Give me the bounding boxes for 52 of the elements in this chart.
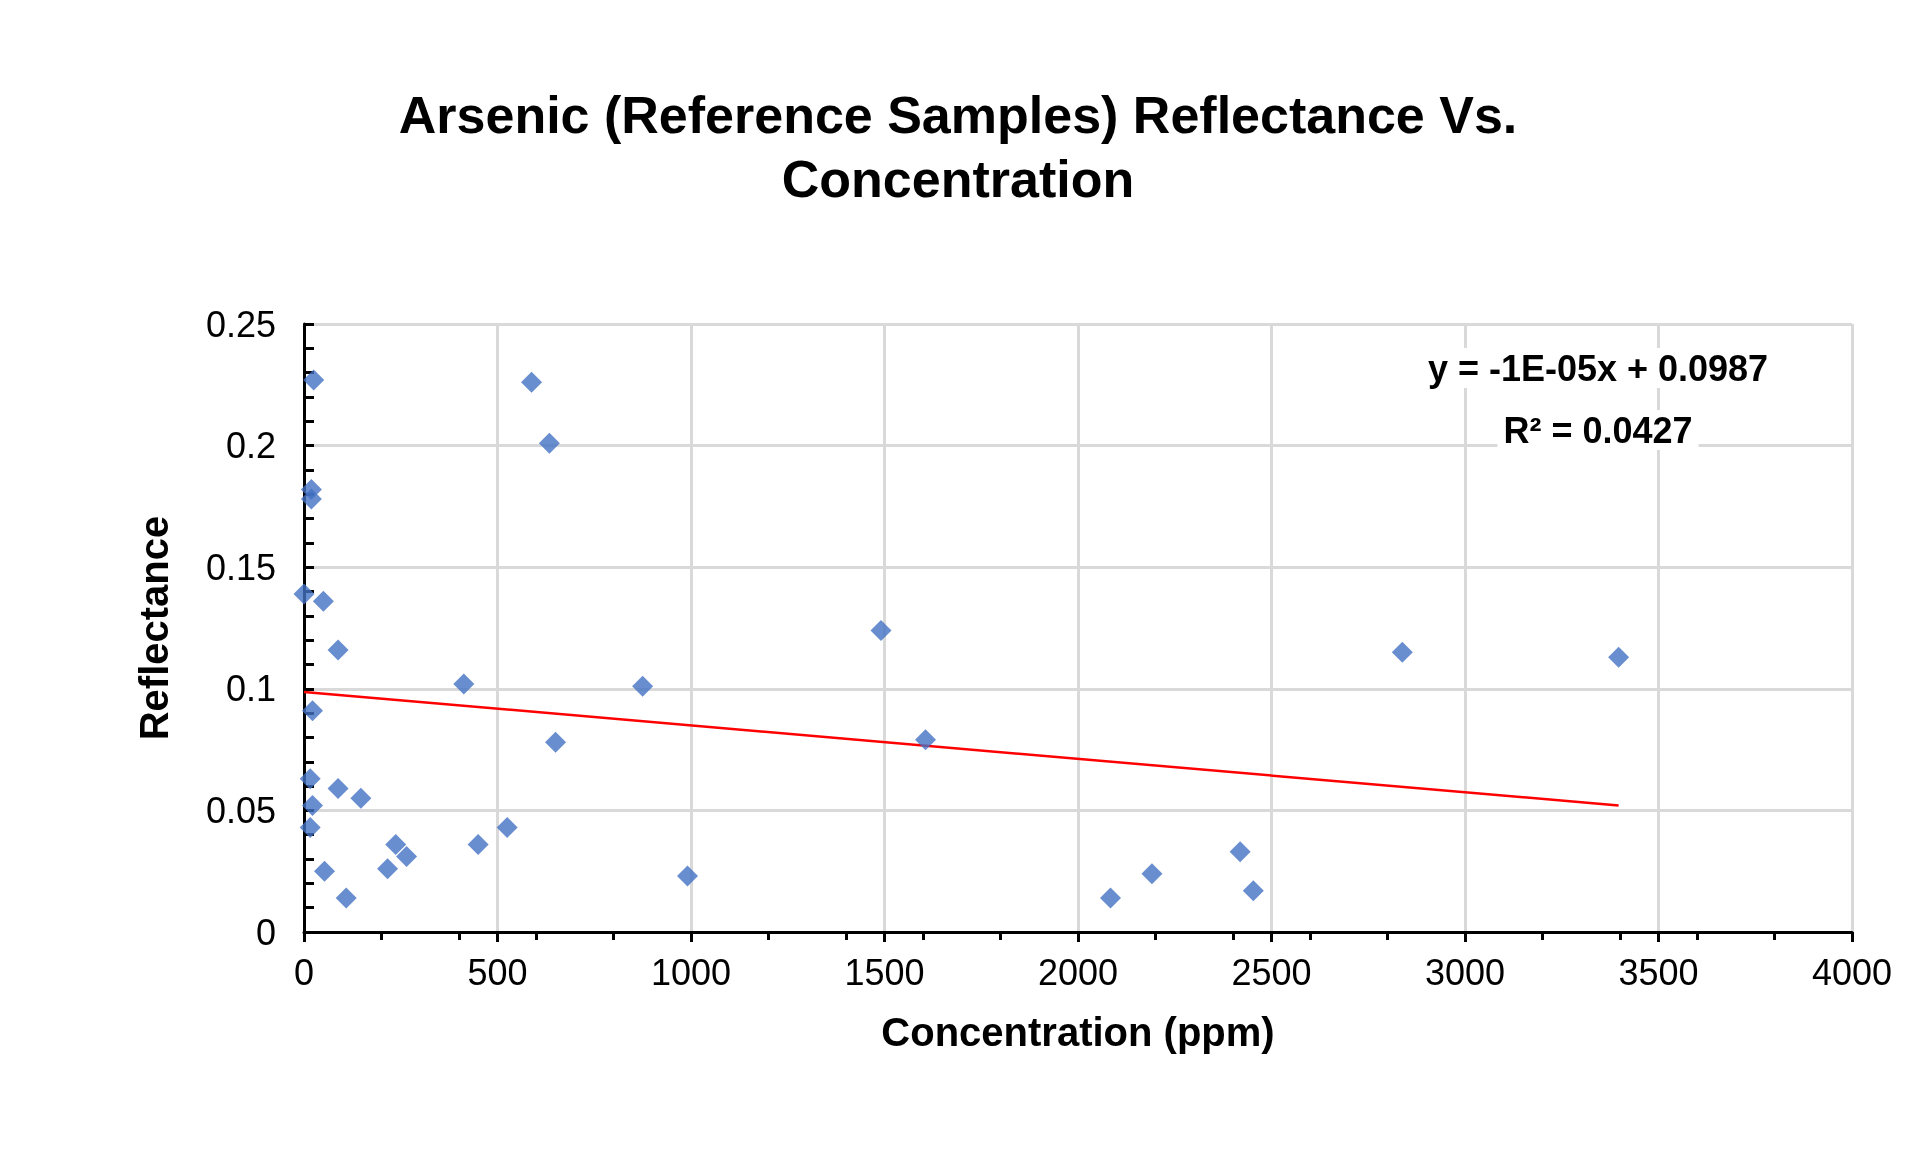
point [496, 816, 518, 838]
point [1229, 841, 1251, 863]
chart-title: Arsenic (Reference Samples) Reflectance Vs. Concentration [398, 86, 1518, 208]
point [521, 371, 543, 393]
x-tick-label: 2500 [1231, 951, 1312, 993]
y-tick-label: 0.1 [225, 668, 276, 710]
x-tick-label: 4000 [1811, 951, 1893, 993]
point [385, 833, 407, 855]
x-tick-label: 500 [467, 951, 528, 993]
point [302, 700, 324, 722]
point [870, 619, 892, 641]
point [677, 865, 699, 887]
annotation: y = -1E-05x + 0.0987 [1427, 347, 1769, 389]
y-tick-label: 0.2 [225, 425, 276, 467]
x-axis-title: Concentration (ppm) [881, 1010, 1275, 1054]
y-tick-label: 0.25 [205, 303, 276, 345]
y-tick-label: 0.15 [205, 546, 276, 588]
x-tick-label: 0 [293, 951, 315, 993]
point [327, 639, 349, 661]
x-tick-label: 3500 [1618, 951, 1699, 993]
point [327, 778, 349, 800]
x-tick-label: 1500 [844, 951, 925, 993]
point [396, 846, 418, 868]
point [538, 432, 560, 454]
point [467, 833, 489, 855]
point [1141, 863, 1163, 885]
x-tick-label: 1000 [650, 951, 732, 993]
point [314, 860, 336, 882]
annotation: R² = 0.0427 [1503, 409, 1693, 451]
point [350, 787, 372, 809]
y-tick-label: 0.05 [205, 789, 276, 831]
point [915, 729, 937, 751]
point [300, 488, 322, 510]
point [1391, 641, 1413, 663]
point [303, 369, 325, 391]
point [1100, 887, 1122, 909]
point [545, 731, 567, 753]
y-tick-label: 0 [255, 911, 276, 953]
point [1242, 880, 1264, 902]
y-axis-title: Reflectance [132, 515, 176, 741]
point [632, 675, 654, 697]
x-tick-label: 3000 [1424, 951, 1506, 993]
point [312, 590, 334, 612]
point [299, 768, 321, 790]
point [293, 583, 315, 605]
point [377, 858, 399, 880]
point [335, 887, 357, 909]
point [302, 795, 324, 817]
x-tick-label: 2000 [1037, 951, 1119, 993]
point [1608, 646, 1630, 668]
point [453, 673, 475, 695]
point [299, 816, 321, 838]
